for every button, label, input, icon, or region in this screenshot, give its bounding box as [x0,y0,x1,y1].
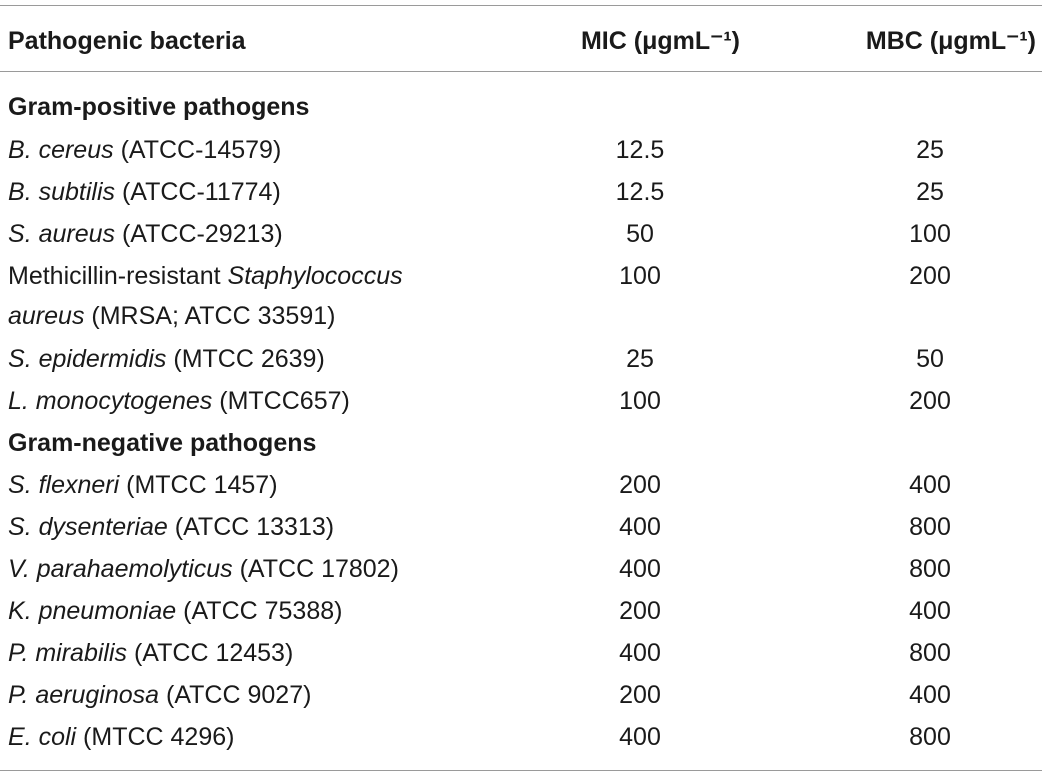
mic-value: 200 [619,681,661,709]
mic-value: 200 [619,471,661,499]
bacteria-name: E. coli (MTCC 4296) [8,723,235,751]
table-header-rule [0,71,1042,72]
mbc-value: 25 [916,178,944,206]
bacteria-name: K. pneumoniae (ATCC 75388) [8,597,343,625]
mic-value: 400 [619,513,661,541]
mic-value: 200 [619,597,661,625]
mbc-value: 400 [909,597,951,625]
mic-value: 50 [626,220,654,248]
mbc-value: 25 [916,136,944,164]
bacteria-name: S. flexneri (MTCC 1457) [8,471,278,499]
mic-value: 400 [619,639,661,667]
bacteria-name: P. aeruginosa (ATCC 9027) [8,681,312,709]
bacteria-name: B. subtilis (ATCC-11774) [8,178,281,206]
mic-value: 12.5 [615,178,665,206]
mbc-value: 200 [909,387,951,415]
mic-value: 400 [619,555,661,583]
table-bottom-rule [0,770,1042,771]
mic-value: 25 [626,345,654,373]
bacteria-name: B. cereus (ATCC-14579) [8,136,282,164]
mbc-value: 200 [909,262,951,290]
bacteria-name: P. mirabilis (ATCC 12453) [8,639,294,667]
mbc-value: 800 [909,639,951,667]
mic-value: 100 [619,262,661,290]
bacteria-name: L. monocytogenes (MTCC657) [8,387,350,415]
header-mbc: MBC (μgmL⁻¹) [865,27,1036,55]
mbc-value: 400 [909,681,951,709]
mbc-value: 800 [909,513,951,541]
bacteria-name: Methicillin-resistant Staphylococcus aure… [8,262,403,330]
mic-value: 100 [619,387,661,415]
mbc-value: 800 [909,555,951,583]
mbc-value: 100 [909,220,951,248]
header-pathogenic-bacteria: Pathogenic bacteria [8,27,246,55]
table-top-rule [0,5,1042,6]
bacteria-name: S. epidermidis (MTCC 2639) [8,345,325,373]
bacteria-name: S. dysenteriae (ATCC 13313) [8,513,335,541]
bacteria-name: S. aureus (ATCC-29213) [8,220,283,248]
mic-value: 400 [619,723,661,751]
mbc-value: 400 [909,471,951,499]
bacteria-name: V. parahaemolyticus (ATCC 17802) [8,555,399,583]
header-mic: MIC (μgmL⁻¹) [580,27,740,55]
mic-value: 12.5 [615,136,665,164]
mbc-value: 50 [916,345,944,373]
mbc-value: 800 [909,723,951,751]
